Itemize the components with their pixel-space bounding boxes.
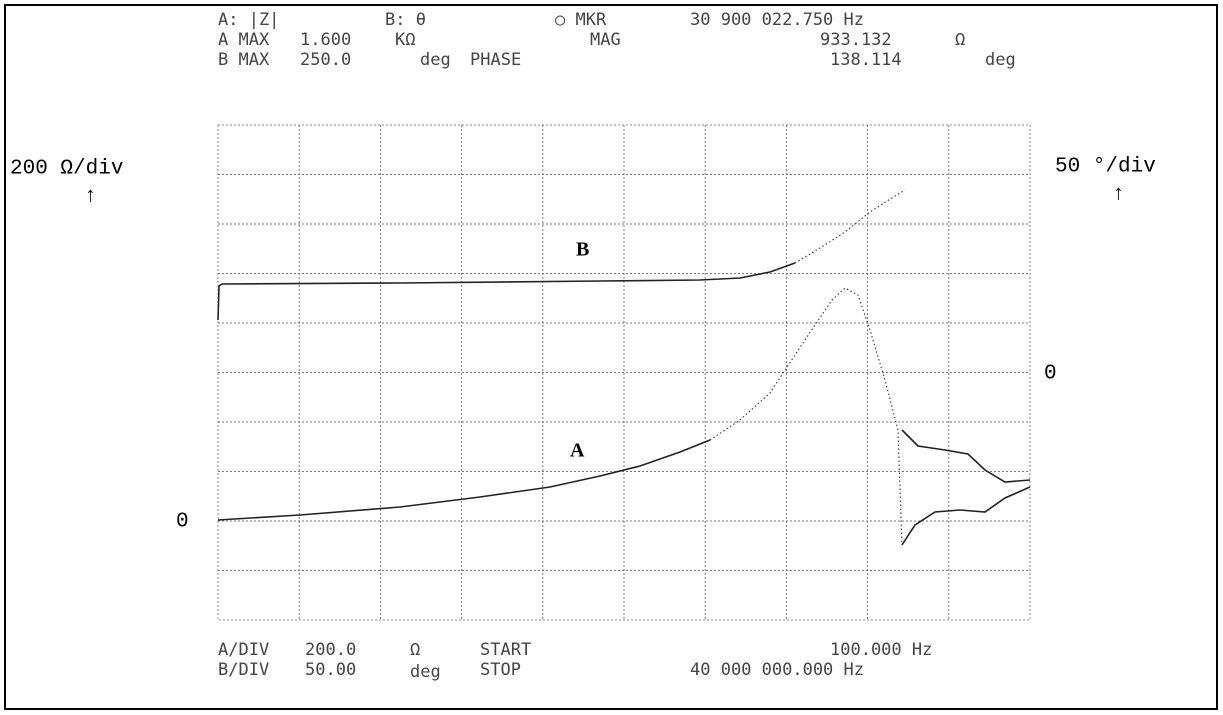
header-text: 250.0 xyxy=(300,50,351,70)
header-text: A: |Z| xyxy=(218,10,279,30)
right-scale: 50 °/div xyxy=(1055,156,1156,179)
footer-text: 50.00 xyxy=(305,660,356,680)
trace-b xyxy=(217,262,796,321)
footer-text: START xyxy=(480,640,531,660)
header-text: 1.600 xyxy=(300,30,351,50)
footer-text: 40 000 000.000 Hz xyxy=(690,660,864,680)
footer-text: deg xyxy=(410,662,441,682)
header-text: Ω xyxy=(955,30,965,50)
grid xyxy=(218,125,1030,620)
header-text: 30 900 022.750 Hz xyxy=(690,10,864,30)
header-text: deg xyxy=(985,50,1016,70)
footer-text: 100.000 Hz xyxy=(830,640,932,660)
footer-text: STOP xyxy=(480,660,521,680)
trace-a-tail xyxy=(709,287,903,546)
header-text: 138.114 xyxy=(830,50,902,70)
footer-text: A/DIV xyxy=(218,640,269,660)
right-zero: 0 xyxy=(1044,363,1057,386)
trace-a xyxy=(217,439,711,521)
left-arrow: ↑ xyxy=(84,186,97,209)
trace-b-right xyxy=(901,486,1031,546)
header-text: PHASE xyxy=(470,50,521,70)
header-text: deg xyxy=(420,50,451,70)
header-text: ○ MKR xyxy=(555,10,607,30)
left-scale: 200 Ω/div xyxy=(10,158,123,181)
right-arrow: ↑ xyxy=(1112,184,1125,207)
trace-label: B xyxy=(576,239,589,261)
header-text: B MAX xyxy=(218,50,270,70)
header-text: A MAX xyxy=(218,30,270,50)
header-text: KΩ xyxy=(395,30,415,50)
left-zero: 0 xyxy=(176,511,189,534)
trace-a-right xyxy=(901,429,1031,483)
header-text: 933.132 xyxy=(820,30,892,50)
header-text: MAG xyxy=(590,30,621,50)
footer-text: B/DIV xyxy=(218,660,269,680)
footer-text: Ω xyxy=(410,640,420,660)
trace-b-tail xyxy=(794,189,906,264)
plot-border xyxy=(217,124,1031,621)
frame xyxy=(4,4,1218,710)
trace-label: A xyxy=(570,440,585,462)
header-text: B: θ xyxy=(385,10,426,30)
footer-text: 200.0 xyxy=(305,640,356,660)
